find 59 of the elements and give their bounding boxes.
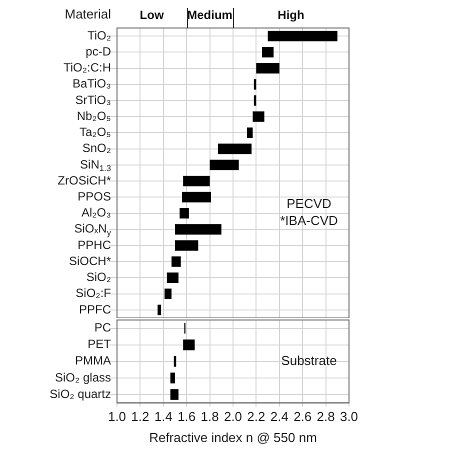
x-tick-label: 3.0 bbox=[340, 409, 358, 424]
x-tick-label: 1.2 bbox=[131, 409, 150, 424]
y-axis-title: Material bbox=[64, 6, 112, 22]
y-tick-label: SiO₂ glass bbox=[54, 370, 112, 384]
x-tick-label: 1.0 bbox=[108, 409, 126, 424]
y-tick-label: pc-D bbox=[86, 44, 112, 58]
y-tick-label: SiO₂:F bbox=[76, 286, 111, 300]
x-tick-label: 2.8 bbox=[316, 409, 335, 424]
y-tick-label: Al₂O₃ bbox=[81, 206, 112, 220]
y-tick-label: TiO₂:C:H bbox=[63, 60, 112, 75]
bar bbox=[246, 127, 253, 138]
x-tick-label: 1.6 bbox=[178, 409, 196, 424]
text: Low bbox=[138, 8, 165, 22]
bar bbox=[166, 272, 178, 283]
bar bbox=[268, 30, 338, 42]
bar bbox=[172, 256, 181, 267]
x-tick-label: 1.8 bbox=[200, 409, 219, 424]
y-tick-label: SnO₂ bbox=[82, 141, 112, 156]
bar bbox=[183, 339, 195, 350]
x-tick-label: 2.4 bbox=[270, 409, 288, 424]
bar bbox=[256, 63, 280, 74]
annotation: PECVD bbox=[286, 196, 332, 212]
bar bbox=[218, 144, 252, 154]
y-tick-label: SiO₂ bbox=[86, 270, 112, 284]
text: High bbox=[276, 8, 306, 22]
annotation: Substrate bbox=[281, 352, 337, 368]
x-tick-label: 1.4 bbox=[154, 409, 172, 424]
x-axis-title: Refractive index n @ 550 nm bbox=[149, 430, 317, 445]
bar bbox=[182, 192, 211, 202]
y-tick-label: ZrOSiCH* bbox=[58, 173, 112, 188]
y-tick-label: Nb₂O₅ bbox=[76, 108, 112, 123]
bar bbox=[252, 111, 264, 122]
bar bbox=[175, 224, 222, 235]
bar bbox=[158, 304, 162, 316]
y-tick-label: PPFC bbox=[78, 302, 112, 316]
bar bbox=[170, 389, 178, 400]
y-tick-label: Ta₂O₅ bbox=[80, 125, 112, 140]
y-tick-label: SiO₂ quartz bbox=[50, 386, 112, 401]
y-tick-label: SrTiO₃ bbox=[75, 92, 112, 107]
y-tick-label: BaTiO₃ bbox=[72, 76, 112, 91]
bar bbox=[183, 176, 210, 186]
x-tick-label: 2.0 bbox=[224, 409, 242, 424]
bar bbox=[170, 372, 175, 384]
y-tick-label: SiOCH* bbox=[68, 254, 112, 268]
bar bbox=[262, 46, 274, 58]
y-tick-label: PPHC bbox=[78, 238, 112, 252]
bar bbox=[164, 288, 172, 300]
bar bbox=[175, 240, 198, 251]
annotation: *IBA-CVD bbox=[280, 213, 338, 228]
y-tick-label: PET bbox=[88, 337, 112, 352]
x-tick-label: 2.6 bbox=[294, 409, 312, 424]
y-tick-label: PC bbox=[94, 320, 112, 335]
y-tick-label: PMMA bbox=[75, 354, 111, 368]
text: Medium bbox=[186, 8, 233, 22]
y-tick-label: PPOS bbox=[78, 189, 112, 204]
bar bbox=[210, 160, 239, 170]
x-tick-label: 2.2 bbox=[247, 409, 266, 424]
y-tick-label: TiO₂ bbox=[87, 28, 112, 42]
bar bbox=[180, 208, 189, 219]
